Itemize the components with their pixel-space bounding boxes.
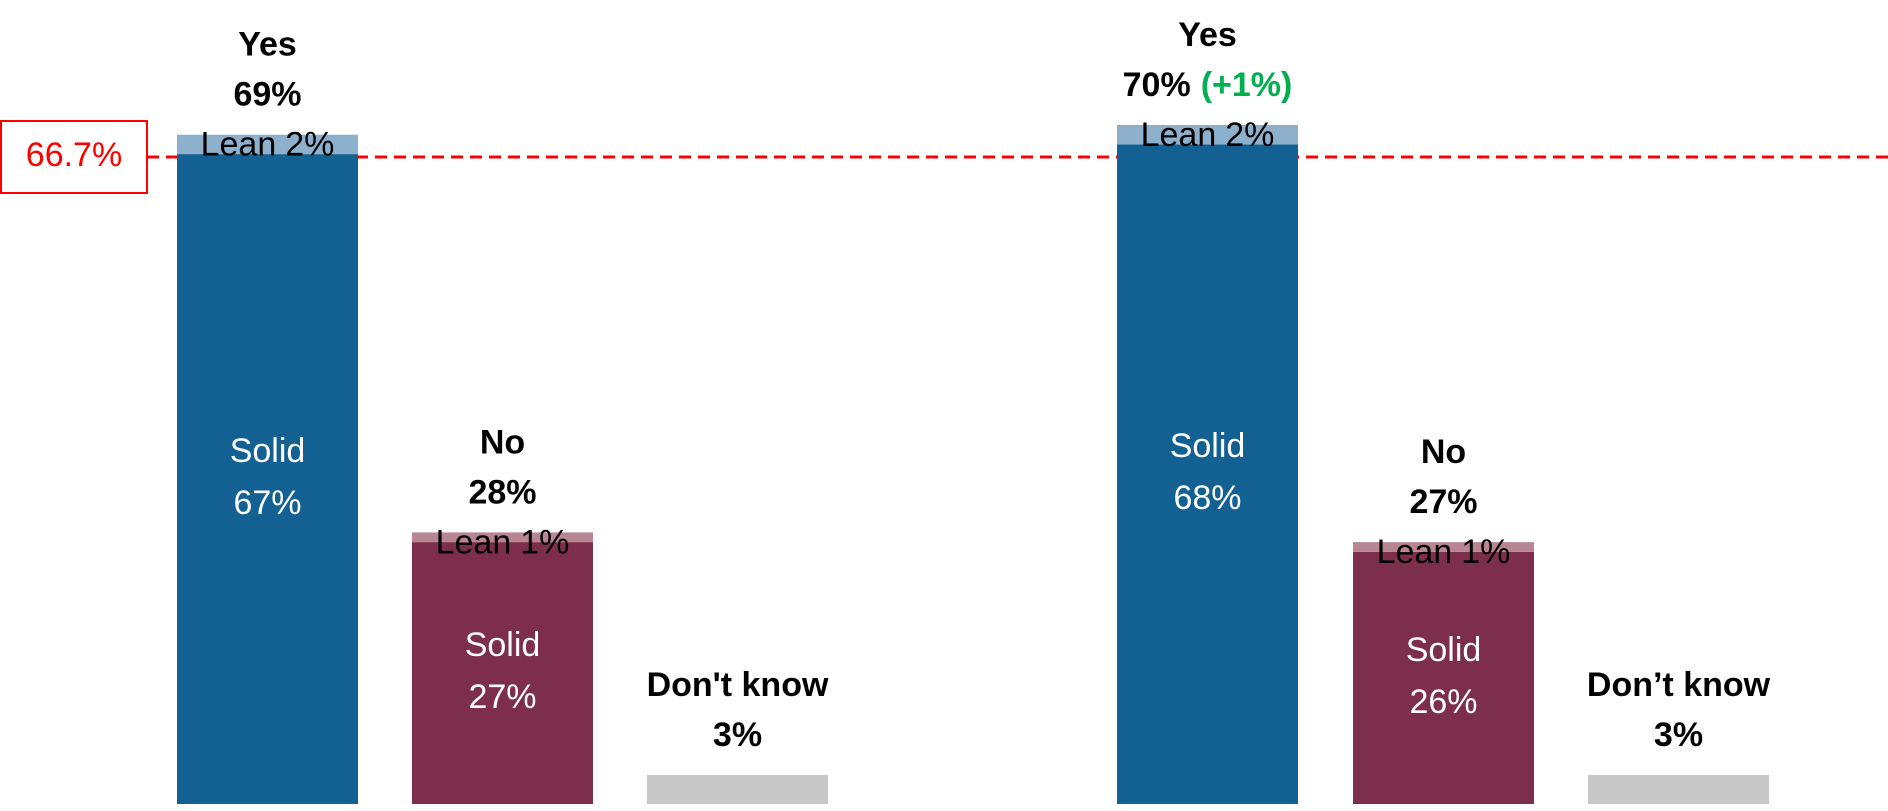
lean-name: Lean (201, 126, 277, 164)
segment-name: Solid (465, 626, 541, 664)
total-label: 28% (468, 473, 536, 511)
segment-name: Solid (230, 432, 306, 470)
total-value: 28% (468, 473, 536, 511)
bar (647, 774, 828, 804)
total-value: 3% (713, 716, 762, 754)
segment-name: Solid (1170, 427, 1246, 465)
bar (1588, 774, 1769, 804)
lean-label: Lean 1% (1377, 533, 1511, 571)
bar-segment (1353, 551, 1534, 804)
category-label: Yes (1178, 16, 1237, 54)
category-label: Don't know (647, 666, 829, 704)
segment-label: 68% (1173, 479, 1241, 517)
bar-segment (177, 154, 358, 805)
segment-label: 27% (468, 678, 536, 716)
reference-box (0, 120, 148, 195)
lean-value: 2% (1225, 116, 1274, 154)
lean-value: 2% (285, 126, 334, 164)
lean-name: Lean (1377, 533, 1453, 571)
bar-segment (1117, 144, 1298, 804)
bar-segment (412, 532, 593, 543)
lean-value: 1% (520, 523, 569, 561)
category-label: Don’t know (1587, 666, 1771, 704)
reference-label: 66.7% (26, 136, 122, 174)
category-label: No (480, 423, 525, 461)
bar-segment (1353, 542, 1534, 552)
lean-name: Lean (436, 523, 512, 561)
category-label: Yes (238, 26, 297, 64)
lean-value: 1% (1461, 533, 1510, 571)
total-value: 70% (1123, 66, 1191, 104)
lean-label: Lean 2% (1141, 116, 1275, 154)
total-label: 3% (713, 716, 762, 754)
segment-label: 26% (1409, 683, 1477, 721)
total-value: 69% (233, 76, 301, 114)
segment-name: Solid (1406, 631, 1482, 669)
lean-label: Lean 1% (436, 523, 570, 561)
segment-label: 67% (233, 484, 301, 522)
total-label: 70% (+1%) (1123, 66, 1293, 104)
total-label: 27% (1409, 483, 1477, 521)
bar-segment (412, 542, 593, 804)
bar-segment (1117, 125, 1298, 145)
total-label: 3% (1654, 716, 1703, 754)
category-label: No (1421, 433, 1466, 471)
lean-label: Lean 2% (201, 126, 335, 164)
total-value: 27% (1409, 483, 1477, 521)
bar-segment (177, 134, 358, 155)
total-label: 69% (233, 76, 301, 114)
lean-name: Lean (1141, 116, 1217, 154)
total-value: 3% (1654, 716, 1703, 754)
change-label: (+1%) (1201, 66, 1293, 104)
